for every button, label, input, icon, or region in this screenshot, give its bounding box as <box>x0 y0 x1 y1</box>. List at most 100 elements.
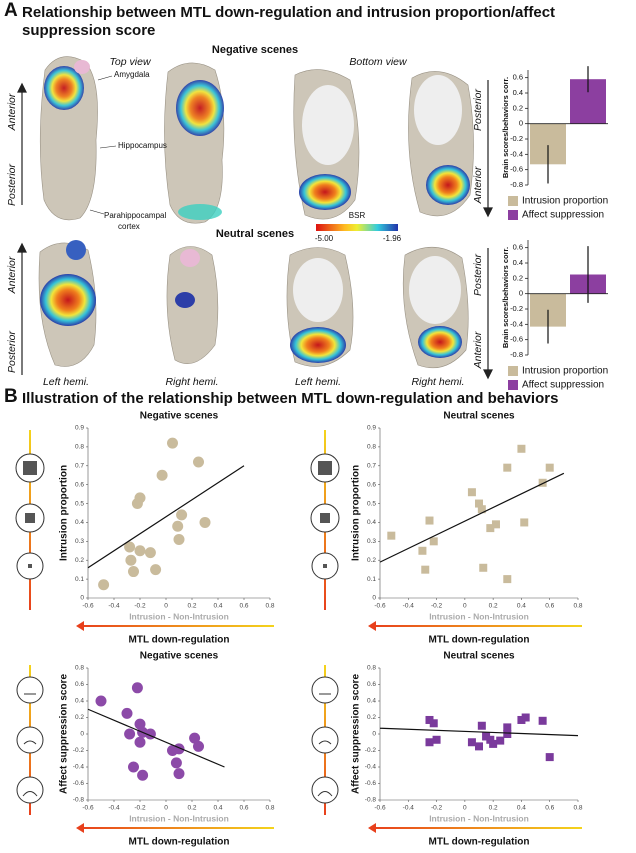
point <box>387 531 396 540</box>
x-tick-label: 0 <box>164 603 168 610</box>
x-tick-label: -0.2 <box>134 603 146 610</box>
y-tick-label: 0.6 <box>75 481 84 488</box>
point <box>538 716 547 725</box>
x-tick-label: -0.6 <box>82 805 94 812</box>
legend-label: Intrusion proportion <box>522 366 608 377</box>
point <box>467 488 476 497</box>
y-tick-label: 0.4 <box>513 88 523 97</box>
y-tick-label: 0.2 <box>75 714 84 721</box>
y-tick-label: -0.4 <box>510 149 523 158</box>
y-tick-label: 0.6 <box>367 481 376 488</box>
point <box>482 732 491 741</box>
y-tick-label: -0.4 <box>73 764 85 771</box>
point <box>521 713 530 722</box>
hemi-label: Left hemi. <box>295 376 341 388</box>
y-tick-label: 0.8 <box>367 444 376 451</box>
region-label: Hippocampus <box>118 141 167 150</box>
point <box>131 682 143 694</box>
point <box>475 499 483 508</box>
y-tick-label: 0.5 <box>75 500 84 507</box>
point <box>189 732 201 744</box>
y-tick-label: 0.2 <box>75 557 84 564</box>
chart-title: Neutral scenes <box>443 651 515 662</box>
y-axis-label: Affect suppression score <box>59 674 70 794</box>
y-axis-label: Brain scores/behaviors corr. <box>501 77 510 178</box>
x-arrow <box>80 625 274 627</box>
x-tick-label: 0.2 <box>489 805 498 812</box>
point <box>156 469 168 481</box>
point <box>429 537 438 546</box>
x-tick-label: -0.6 <box>374 603 386 610</box>
y-tick-label: -0.2 <box>73 747 85 754</box>
colorbar-min: -5.00 <box>315 234 334 243</box>
point <box>432 735 441 744</box>
x-arrow <box>372 827 582 829</box>
point <box>193 456 204 468</box>
x-tick-label: 0.4 <box>517 603 526 610</box>
point <box>477 505 486 514</box>
point <box>503 463 512 472</box>
y-tick-label: 0.8 <box>367 665 376 672</box>
point <box>134 545 146 557</box>
point <box>496 736 505 745</box>
x-tick-label: 0.6 <box>239 805 248 812</box>
x-tick-label: 0.4 <box>213 603 222 610</box>
y-tick-label: 0.6 <box>513 243 523 252</box>
point <box>489 739 498 748</box>
fit-line <box>87 465 245 569</box>
y-tick-label: 0.2 <box>513 273 523 282</box>
point <box>167 437 178 449</box>
x-axis-label: MTL down-regulation <box>429 837 530 848</box>
point <box>134 492 146 504</box>
point <box>425 738 434 747</box>
point <box>486 735 495 744</box>
direction-label: Anterior <box>6 256 18 294</box>
direction-label: Anterior <box>472 331 484 369</box>
y-tick-label: -0.6 <box>365 780 377 787</box>
y-tick-label: -0.8 <box>510 180 523 189</box>
y-tick-label: 0 <box>80 595 84 602</box>
y-tick-label: 0.7 <box>367 462 376 469</box>
x-tick-label: -0.2 <box>431 603 443 610</box>
scene-label: Neutral scenes <box>216 228 294 240</box>
point <box>124 541 136 553</box>
hemi-label: Left hemi. <box>43 376 89 388</box>
y-tick-label: -0.4 <box>365 764 377 771</box>
y-tick-label: 0 <box>372 595 376 602</box>
y-tick-label: 0.6 <box>367 681 376 688</box>
y-tick-label: 0.7 <box>75 462 84 469</box>
x-tick-label: 0.4 <box>213 805 222 812</box>
point <box>467 738 476 747</box>
panel-letter: B <box>4 386 18 407</box>
y-tick-label: 0.1 <box>75 576 84 583</box>
y-tick-label: 0.8 <box>75 665 84 672</box>
point <box>486 524 495 533</box>
x-tick-label: 0.2 <box>187 603 196 610</box>
x-tick-label: 0.8 <box>265 603 274 610</box>
hemi-label: Right hemi. <box>165 376 218 388</box>
point <box>134 736 146 748</box>
direction-label: Posterior <box>6 330 18 373</box>
point <box>477 721 486 730</box>
behavior-icons <box>15 430 340 815</box>
x-arrow-head <box>368 823 376 833</box>
x-arrow <box>80 827 274 829</box>
x-tick-label: 0.6 <box>545 805 554 812</box>
x-tick-label: 0 <box>463 603 467 610</box>
y-tick-label: -0.8 <box>510 350 523 359</box>
point <box>418 546 427 555</box>
point <box>95 695 107 707</box>
legend-swatch <box>508 366 518 376</box>
y-tick-label: 0.2 <box>367 714 376 721</box>
x-tick-label: 0.8 <box>573 603 582 610</box>
y-tick-label: 0.6 <box>513 73 523 82</box>
direction-label: Anterior <box>6 93 18 131</box>
y-tick-label: -0.2 <box>510 134 523 143</box>
point <box>173 533 185 545</box>
point <box>425 516 434 525</box>
brain-renderings <box>38 56 474 369</box>
x-tick-label: 0 <box>463 805 467 812</box>
y-tick-label: 0.3 <box>367 538 376 545</box>
point <box>503 575 512 584</box>
